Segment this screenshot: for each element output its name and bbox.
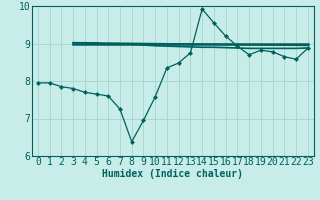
X-axis label: Humidex (Indice chaleur): Humidex (Indice chaleur) bbox=[102, 169, 243, 179]
